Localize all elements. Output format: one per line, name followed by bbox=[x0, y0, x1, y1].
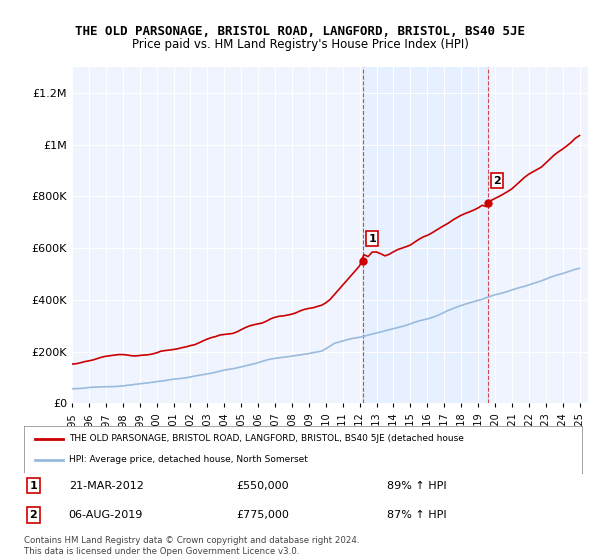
Text: THE OLD PARSONAGE, BRISTOL ROAD, LANGFORD, BRISTOL, BS40 5JE: THE OLD PARSONAGE, BRISTOL ROAD, LANGFOR… bbox=[75, 25, 525, 38]
Text: £775,000: £775,000 bbox=[236, 510, 289, 520]
Text: 2: 2 bbox=[493, 175, 500, 185]
Text: 2: 2 bbox=[29, 510, 37, 520]
Text: 87% ↑ HPI: 87% ↑ HPI bbox=[387, 510, 446, 520]
Text: Contains HM Land Registry data © Crown copyright and database right 2024.
This d: Contains HM Land Registry data © Crown c… bbox=[24, 536, 359, 556]
Text: 89% ↑ HPI: 89% ↑ HPI bbox=[387, 480, 446, 491]
Text: HPI: Average price, detached house, North Somerset: HPI: Average price, detached house, Nort… bbox=[68, 455, 308, 464]
Text: THE OLD PARSONAGE, BRISTOL ROAD, LANGFORD, BRISTOL, BS40 5JE (detached house: THE OLD PARSONAGE, BRISTOL ROAD, LANGFOR… bbox=[68, 435, 464, 444]
Text: Price paid vs. HM Land Registry's House Price Index (HPI): Price paid vs. HM Land Registry's House … bbox=[131, 38, 469, 50]
Text: 1: 1 bbox=[29, 480, 37, 491]
Bar bbox=[364, 67, 488, 403]
Text: 21-MAR-2012: 21-MAR-2012 bbox=[68, 480, 143, 491]
Text: 06-AUG-2019: 06-AUG-2019 bbox=[68, 510, 143, 520]
Text: £550,000: £550,000 bbox=[236, 480, 289, 491]
Text: 1: 1 bbox=[368, 234, 376, 244]
